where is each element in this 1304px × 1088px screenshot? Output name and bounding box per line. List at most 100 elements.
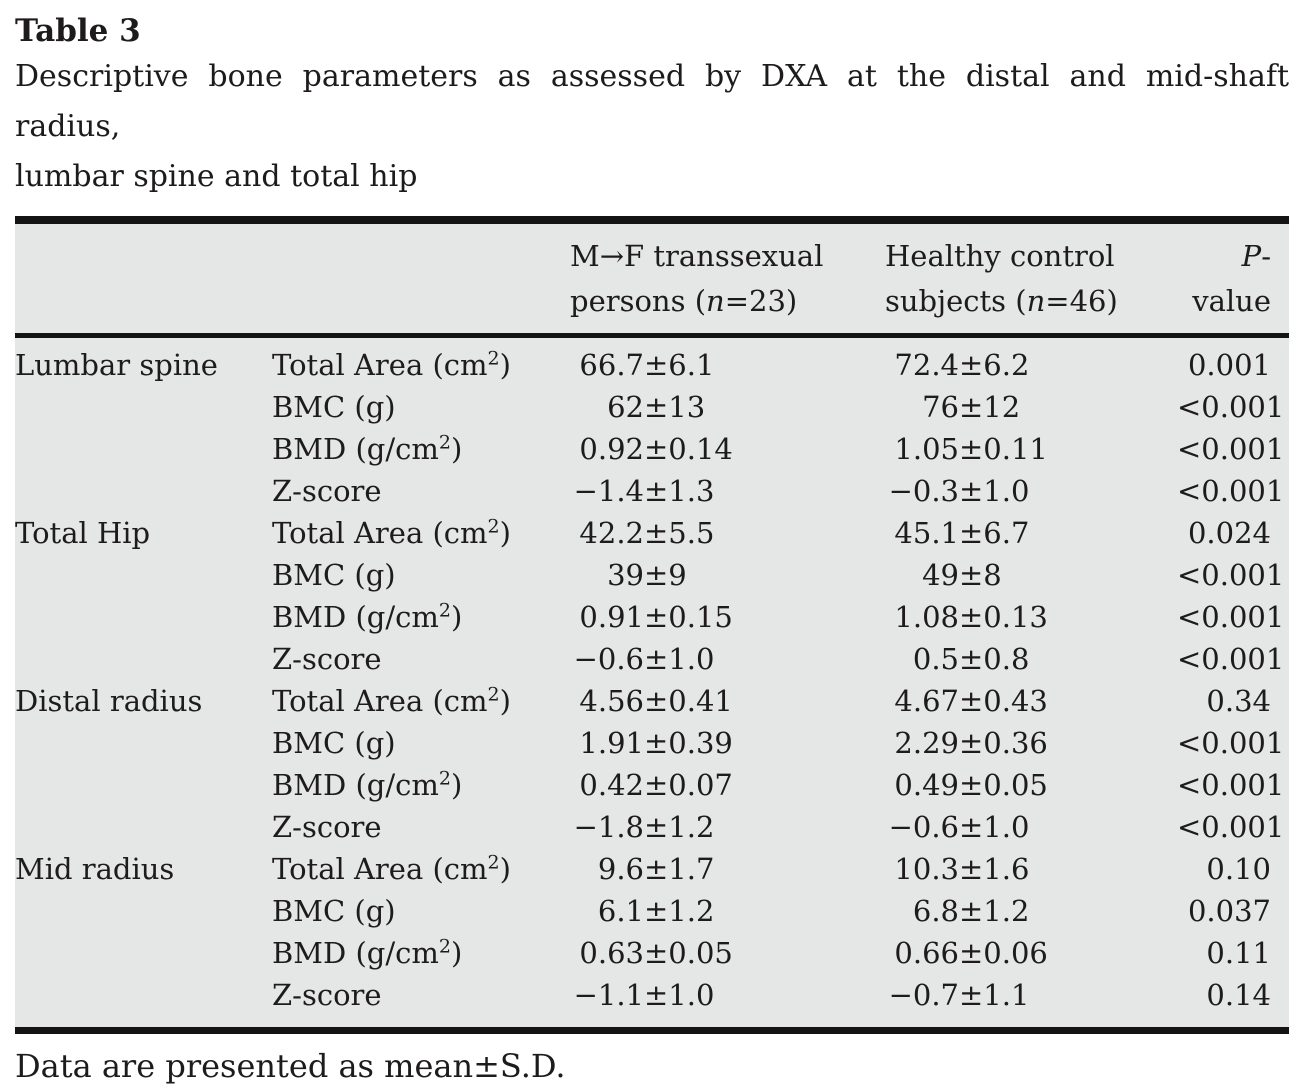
hc-value: 4.67±0.43 xyxy=(894,684,1048,718)
parameter-label: Z-score xyxy=(272,474,382,508)
hc-value: 0.66±0.06 xyxy=(894,936,1048,970)
p-value: 0.001 xyxy=(1187,348,1271,382)
table-row: Mid radius Total Area (cm2) 9.6±1.7 10.3… xyxy=(15,848,1289,890)
hc-header-line1: Healthy control xyxy=(885,239,1115,273)
mf-value: 9.6±1.7 xyxy=(597,852,715,886)
table-row: Z-score −1.8±1.2 −0.6±1.0 <0.001 xyxy=(15,806,1289,848)
table-row: Distal radius Total Area (cm2) 4.56±0.41… xyxy=(15,680,1289,722)
mf-value: 6.1±1.2 xyxy=(597,894,715,928)
parameter-label: Total Area (cm2) xyxy=(272,347,511,382)
region-label-total-hip: Total Hip xyxy=(15,516,151,550)
caption-line-1: Descriptive bone parameters as assessed … xyxy=(15,59,1289,144)
mf-value: −1.4±1.3 xyxy=(573,474,715,508)
parameter-label: BMC (g) xyxy=(272,726,396,760)
header-region-col xyxy=(15,220,272,338)
table-row: Z-score −0.6±1.0 0.5±0.8 <0.001 xyxy=(15,638,1289,680)
parameter-label: Z-score xyxy=(272,810,382,844)
header-row: M→F transsexual persons (n=23) Healthy c… xyxy=(15,220,1289,338)
p-value: 0.024 xyxy=(1187,516,1271,550)
table-row: BMD (g/cm2) 0.92±0.14 1.05±0.11 <0.001 xyxy=(15,428,1289,470)
bone-parameters-table: M→F transsexual persons (n=23) Healthy c… xyxy=(15,216,1289,1034)
mf-header-line1: M→F transsexual xyxy=(570,239,824,273)
table-row: BMD (g/cm2) 0.91±0.15 1.08±0.13 <0.001 xyxy=(15,596,1289,638)
parameter-label: BMC (g) xyxy=(272,894,396,928)
table-header: M→F transsexual persons (n=23) Healthy c… xyxy=(15,220,1289,338)
table-body: Lumbar spine Total Area (cm2) 66.7±6.1 7… xyxy=(15,336,1289,1031)
parameter-label: BMC (g) xyxy=(272,390,396,424)
hc-value: −0.7±1.1 xyxy=(888,978,1030,1012)
table-row: BMC (g) 39±9 49±8 <0.001 xyxy=(15,554,1289,596)
p-value: <0.001 xyxy=(1177,768,1285,802)
parameter-label: BMD (g/cm2) xyxy=(272,599,463,634)
parameter-label: Total Area (cm2) xyxy=(272,851,511,886)
parameter-label: Total Area (cm2) xyxy=(272,515,511,550)
mf-value: −1.1±1.0 xyxy=(573,978,715,1012)
mf-value: 42.2±5.5 xyxy=(579,516,715,550)
hc-value: 49±8 xyxy=(922,558,1002,592)
mf-value: 0.63±0.05 xyxy=(579,936,733,970)
table-row: Z-score −1.1±1.0 −0.7±1.1 0.14 xyxy=(15,974,1289,1031)
mf-value: −0.6±1.0 xyxy=(573,642,715,676)
hc-value: 1.05±0.11 xyxy=(894,432,1048,466)
table-row: Lumbar spine Total Area (cm2) 66.7±6.1 7… xyxy=(15,336,1289,387)
table-footnote: Data are presented as mean±S.D. xyxy=(15,1047,566,1085)
p-value: <0.001 xyxy=(1177,810,1285,844)
hc-value: −0.3±1.0 xyxy=(888,474,1030,508)
hc-value: 2.29±0.36 xyxy=(894,726,1048,760)
table-label: Table 3 xyxy=(15,13,141,49)
p-value: 0.34 xyxy=(1206,684,1271,718)
table-caption: Descriptive bone parameters as assessed … xyxy=(15,52,1289,202)
p-value: <0.001 xyxy=(1177,390,1285,424)
hc-value: 10.3±1.6 xyxy=(894,852,1030,886)
p-value: <0.001 xyxy=(1177,726,1285,760)
table-row: Z-score −1.4±1.3 −0.3±1.0 <0.001 xyxy=(15,470,1289,512)
header-parameter-col xyxy=(272,220,570,338)
mf-header-line2: persons (n=23) xyxy=(570,284,798,318)
parameter-label: Total Area (cm2) xyxy=(272,683,511,718)
parameter-label: BMD (g/cm2) xyxy=(272,431,463,466)
p-value: 0.11 xyxy=(1206,936,1271,970)
mf-value: 62±13 xyxy=(607,390,706,424)
p-value: 0.10 xyxy=(1206,852,1271,886)
table-row: BMD (g/cm2) 0.63±0.05 0.66±0.06 0.11 xyxy=(15,932,1289,974)
table-row: Total Hip Total Area (cm2) 42.2±5.5 45.1… xyxy=(15,512,1289,554)
region-label-mid-radius: Mid radius xyxy=(15,852,175,886)
p-value: <0.001 xyxy=(1177,600,1285,634)
column-header-mf: M→F transsexual persons (n=23) xyxy=(570,220,885,338)
p-value: 0.14 xyxy=(1206,978,1271,1012)
mf-value: 39±9 xyxy=(607,558,687,592)
hc-value: 76±12 xyxy=(922,390,1021,424)
hc-value: 0.49±0.05 xyxy=(894,768,1048,802)
column-header-pvalue: P-value xyxy=(1177,220,1289,338)
mf-value: 0.92±0.14 xyxy=(579,432,733,466)
p-value: <0.001 xyxy=(1177,558,1285,592)
p-value: <0.001 xyxy=(1177,474,1285,508)
parameter-label: BMD (g/cm2) xyxy=(272,767,463,802)
hc-value: 45.1±6.7 xyxy=(894,516,1030,550)
region-label-distal-radius: Distal radius xyxy=(15,684,203,718)
hc-value: 6.8±1.2 xyxy=(912,894,1030,928)
hc-header-line2: subjects (n=46) xyxy=(885,284,1118,318)
mf-value: 1.91±0.39 xyxy=(579,726,733,760)
mf-value: −1.8±1.2 xyxy=(573,810,715,844)
p-value: 0.037 xyxy=(1187,894,1271,928)
mf-value: 66.7±6.1 xyxy=(579,348,715,382)
table-row: BMD (g/cm2) 0.42±0.07 0.49±0.05 <0.001 xyxy=(15,764,1289,806)
table-row: BMC (g) 6.1±1.2 6.8±1.2 0.037 xyxy=(15,890,1289,932)
hc-value: 1.08±0.13 xyxy=(894,600,1048,634)
hc-value: −0.6±1.0 xyxy=(888,810,1030,844)
region-label-lumbar-spine: Lumbar spine xyxy=(15,348,218,382)
parameter-label: BMC (g) xyxy=(272,558,396,592)
mf-value: 0.42±0.07 xyxy=(579,768,733,802)
column-header-hc: Healthy control subjects (n=46) xyxy=(885,220,1177,338)
table-row: BMC (g) 62±13 76±12 <0.001 xyxy=(15,386,1289,428)
hc-value: 72.4±6.2 xyxy=(894,348,1030,382)
parameter-label: Z-score xyxy=(272,978,382,1012)
parameter-label: BMD (g/cm2) xyxy=(272,935,463,970)
parameter-label: Z-score xyxy=(272,642,382,676)
table-row: BMC (g) 1.91±0.39 2.29±0.36 <0.001 xyxy=(15,722,1289,764)
caption-line-2: lumbar spine and total hip xyxy=(15,159,418,194)
p-value: <0.001 xyxy=(1177,432,1285,466)
p-value: <0.001 xyxy=(1177,642,1285,676)
